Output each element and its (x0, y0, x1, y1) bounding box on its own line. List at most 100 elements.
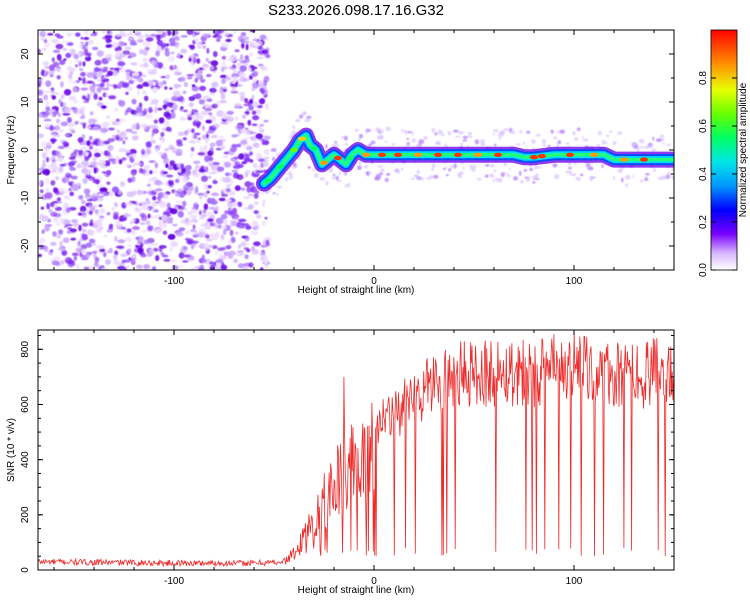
noise-blob (71, 252, 79, 257)
noise-blob (601, 139, 605, 145)
noise-blob (228, 255, 234, 259)
noise-blob (67, 32, 71, 38)
noise-blob (124, 236, 132, 243)
noise-blob (126, 244, 132, 248)
noise-blob (225, 116, 234, 122)
noise-blob (99, 248, 106, 253)
noise-blob (196, 115, 204, 120)
noise-blob (554, 174, 560, 180)
noise-blob (175, 37, 180, 41)
noise-blob (612, 141, 617, 146)
noise-blob (198, 210, 202, 216)
noise-blob (366, 127, 370, 130)
noise-blob (83, 100, 90, 103)
noise-blob (165, 174, 174, 178)
noise-blob (41, 215, 49, 222)
noise-blob (128, 52, 137, 58)
noise-blob (107, 138, 115, 143)
noise-blob (178, 227, 186, 232)
noise-blob (210, 60, 219, 67)
noise-blob (193, 132, 201, 136)
noise-blob (128, 32, 132, 36)
noise-blob (240, 241, 246, 247)
noise-blob (204, 226, 212, 230)
noise-blob (220, 93, 226, 100)
noise-blob (126, 107, 132, 112)
noise-blob (62, 102, 67, 106)
noise-blob (85, 169, 92, 175)
colorbar-tick-label: 0.6 (698, 119, 709, 133)
noise-blob (401, 129, 404, 133)
noise-blob (114, 235, 118, 242)
noise-blob (215, 38, 221, 43)
noise-blob (45, 100, 49, 108)
noise-blob (494, 177, 499, 180)
noise-blob (154, 242, 159, 246)
noise-blob (212, 179, 217, 184)
noise-blob (86, 72, 95, 78)
noise-blob (44, 123, 51, 129)
noise-blob (38, 179, 43, 186)
noise-blob (169, 246, 173, 252)
noise-blob (162, 66, 166, 70)
noise-blob (145, 141, 152, 148)
noise-blob (125, 69, 132, 73)
noise-blob (133, 169, 137, 174)
colorbar-tick-label: 0.2 (698, 215, 709, 229)
noise-blob (117, 239, 126, 244)
noise-blob (222, 229, 227, 236)
noise-blob (211, 221, 216, 227)
noise-blob (344, 172, 347, 176)
noise-blob (198, 257, 203, 264)
noise-blob (154, 162, 158, 169)
noise-blob (632, 175, 635, 178)
noise-blob (209, 261, 214, 265)
noise-blob (377, 165, 384, 168)
noise-blob (261, 138, 265, 146)
noise-blob (206, 73, 212, 78)
noise-blob (582, 136, 585, 139)
noise-blob (53, 203, 58, 208)
noise-blob (358, 161, 362, 166)
noise-blob (92, 126, 99, 131)
x-tick-label: 100 (566, 276, 583, 287)
noise-blob (215, 259, 224, 263)
noise-blob (244, 62, 249, 66)
noise-blob (147, 213, 151, 219)
noise-blob (190, 147, 195, 152)
noise-blob (140, 123, 148, 130)
noise-blob (142, 172, 151, 177)
noise-blob (207, 218, 214, 223)
y-tick-label: -10 (20, 190, 31, 205)
noise-blob (194, 77, 198, 83)
noise-blob (84, 152, 89, 157)
noise-blob (131, 176, 136, 183)
noise-blob (41, 69, 45, 76)
noise-blob (192, 169, 197, 175)
noise-blob (534, 164, 539, 170)
noise-blob (552, 163, 558, 168)
noise-blob (184, 217, 190, 224)
noise-blob (114, 134, 120, 141)
noise-blob (138, 102, 143, 108)
noise-blob (406, 137, 410, 140)
noise-blob (148, 160, 156, 163)
noise-blob (124, 259, 131, 263)
noise-blob (84, 253, 91, 258)
noise-blob (155, 147, 159, 153)
noise-blob (379, 129, 384, 134)
noise-blob (137, 39, 144, 43)
noise-blob (162, 171, 169, 175)
noise-blob (64, 146, 72, 150)
noise-blob (104, 259, 111, 265)
noise-blob (587, 166, 594, 171)
noise-blob (52, 111, 60, 115)
noise-blob (195, 93, 202, 100)
noise-blob (262, 163, 269, 167)
noise-blob (471, 167, 476, 172)
noise-blob (306, 115, 312, 119)
noise-blob (188, 102, 194, 108)
noise-blob (93, 263, 100, 267)
noise-blob (474, 139, 480, 145)
noise-blob (122, 140, 126, 145)
